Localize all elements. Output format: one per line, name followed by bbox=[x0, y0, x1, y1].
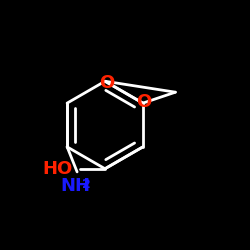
Text: O: O bbox=[136, 93, 152, 111]
Text: 2: 2 bbox=[82, 178, 91, 191]
Text: NH: NH bbox=[61, 177, 91, 195]
Text: HO: HO bbox=[42, 160, 72, 178]
Text: O: O bbox=[98, 74, 114, 92]
